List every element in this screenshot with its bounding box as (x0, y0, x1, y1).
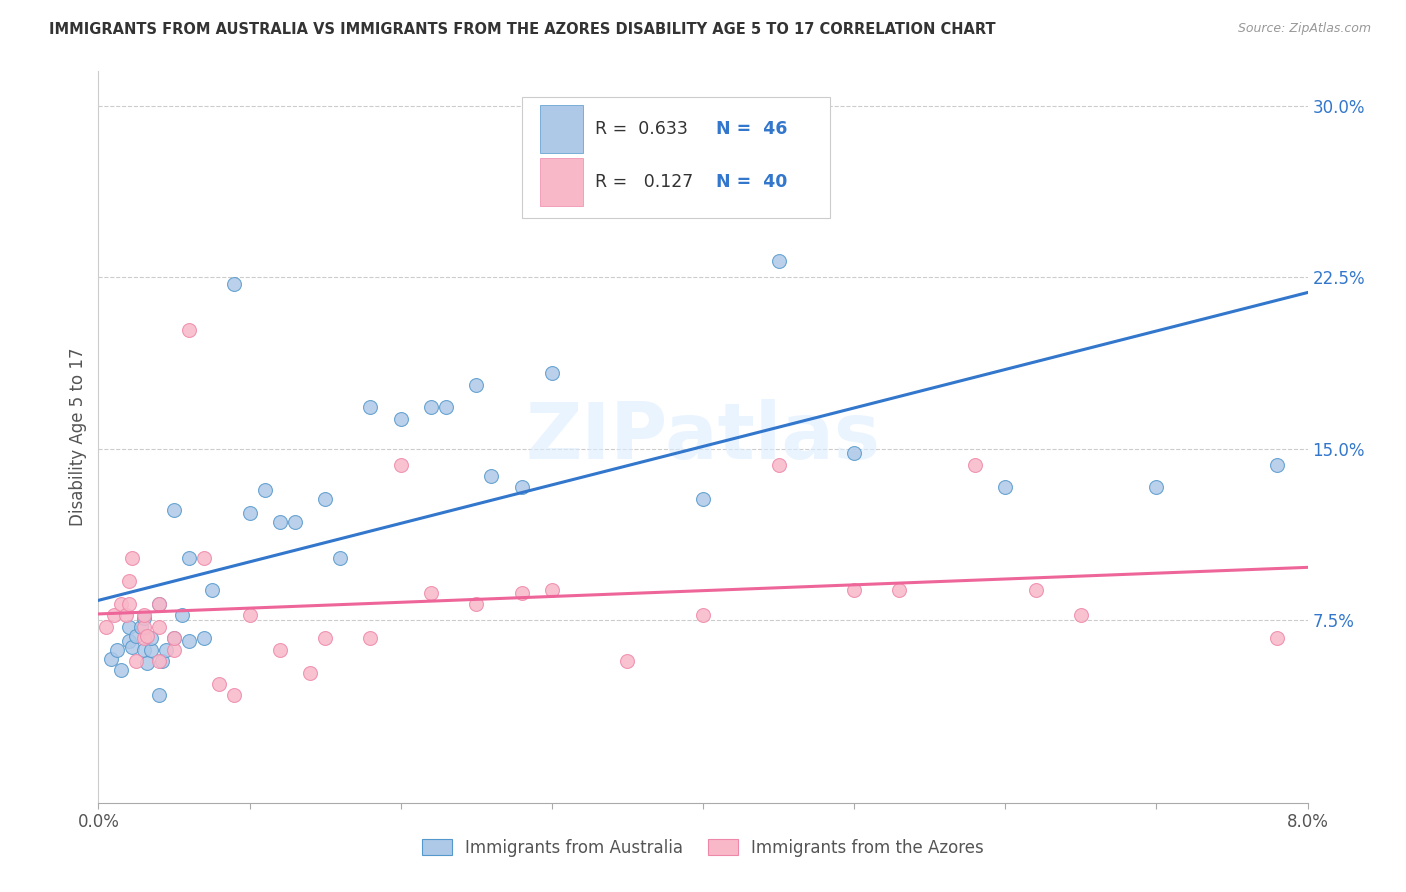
Point (1025, 583, 1047, 598)
Point (224, 277, 246, 291)
Point (125, 654, 148, 668)
Point (434, 401, 457, 415)
Point (314, 491, 336, 506)
Text: Source: ZipAtlas.com: Source: ZipAtlas.com (1237, 22, 1371, 36)
Point (193, 632, 215, 646)
Point (540, 366, 562, 380)
Point (148, 654, 170, 668)
Text: N =  40: N = 40 (716, 173, 787, 191)
Y-axis label: Disability Age 5 to 17: Disability Age 5 to 17 (69, 348, 87, 526)
Point (132, 632, 155, 646)
Point (844, 446, 866, 460)
Point (132, 608, 155, 623)
Point (148, 597, 170, 611)
Point (420, 401, 443, 415)
Point (239, 506, 262, 520)
Point (844, 583, 866, 598)
Point (105, 642, 128, 657)
Point (118, 574, 141, 588)
FancyBboxPatch shape (540, 105, 583, 153)
Point (135, 657, 157, 671)
Point (540, 583, 562, 598)
Point (148, 597, 170, 611)
Point (692, 491, 714, 506)
Point (329, 551, 352, 566)
Point (132, 610, 155, 624)
Point (155, 642, 177, 657)
Point (121, 551, 143, 566)
Point (1146, 480, 1168, 494)
Point (889, 583, 911, 598)
Point (118, 620, 141, 634)
Point (114, 608, 136, 623)
Point (201, 583, 224, 598)
Point (420, 585, 443, 599)
Point (141, 632, 163, 646)
Point (616, 162, 638, 177)
Point (100, 652, 122, 666)
Point (1070, 608, 1092, 623)
Point (208, 677, 231, 691)
Point (163, 642, 186, 657)
Point (132, 642, 155, 657)
Point (965, 458, 987, 472)
Point (465, 377, 488, 392)
Point (269, 515, 291, 529)
Text: R =  0.633: R = 0.633 (595, 120, 689, 138)
Point (150, 654, 173, 668)
Point (510, 585, 533, 599)
Point (360, 401, 382, 415)
Point (118, 597, 141, 611)
FancyBboxPatch shape (522, 97, 830, 218)
Point (163, 503, 186, 517)
Point (121, 640, 143, 655)
Text: R =   0.127: R = 0.127 (595, 173, 693, 191)
Point (103, 608, 125, 623)
Point (253, 483, 276, 497)
Point (193, 551, 215, 566)
Point (481, 469, 503, 483)
Point (163, 632, 186, 646)
Point (179, 323, 201, 337)
Point (299, 665, 322, 680)
Point (239, 608, 262, 623)
Point (360, 632, 382, 646)
Point (768, 458, 790, 472)
Point (314, 632, 336, 646)
Point (284, 515, 307, 529)
Point (118, 633, 141, 648)
Point (179, 633, 201, 648)
Legend: Immigrants from Australia, Immigrants from the Azores: Immigrants from Australia, Immigrants fr… (422, 838, 984, 856)
Text: ZIPatlas: ZIPatlas (526, 399, 880, 475)
Point (163, 632, 186, 646)
Point (129, 620, 152, 634)
Point (224, 689, 246, 703)
Text: IMMIGRANTS FROM AUSTRALIA VS IMMIGRANTS FROM THE AZORES DISABILITY AGE 5 TO 17 C: IMMIGRANTS FROM AUSTRALIA VS IMMIGRANTS … (49, 22, 995, 37)
Point (1267, 632, 1289, 646)
Point (616, 654, 638, 668)
Point (768, 254, 790, 268)
Point (170, 608, 193, 623)
FancyBboxPatch shape (540, 158, 583, 206)
Point (389, 458, 412, 472)
Point (148, 689, 170, 703)
Point (510, 480, 533, 494)
Point (125, 629, 148, 643)
Point (692, 608, 714, 623)
Point (141, 642, 163, 657)
Point (132, 620, 155, 634)
Point (148, 620, 170, 634)
Point (110, 663, 132, 677)
Point (1267, 458, 1289, 472)
Point (179, 551, 201, 566)
Point (465, 597, 488, 611)
Point (994, 480, 1017, 494)
Point (110, 597, 132, 611)
Point (269, 642, 291, 657)
Point (135, 629, 157, 643)
Point (389, 412, 412, 426)
Point (94, 620, 117, 634)
Text: N =  46: N = 46 (716, 120, 787, 138)
